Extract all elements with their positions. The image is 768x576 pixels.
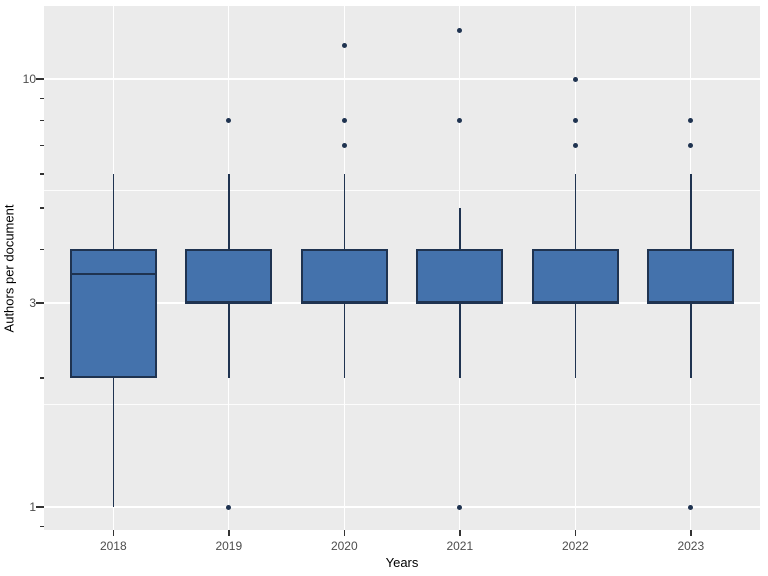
whisker-lower	[228, 302, 230, 379]
median-line	[647, 301, 735, 305]
box-iqr	[185, 249, 273, 303]
y-axis-tick-minor	[40, 377, 44, 379]
gridline-horizontal-major	[44, 506, 760, 508]
y-axis-tick-minor	[40, 144, 44, 146]
x-axis-tick-label: 2020	[330, 539, 358, 553]
whisker-upper	[343, 173, 346, 250]
y-axis-tick-major	[36, 78, 44, 80]
y-axis-tick-minor	[40, 248, 44, 250]
outlier-point	[572, 117, 578, 123]
outlier-point	[226, 117, 232, 123]
outlier-point	[688, 504, 694, 510]
whisker-lower	[343, 302, 346, 379]
box-iqr	[647, 249, 735, 303]
y-axis-tick-minor	[40, 207, 44, 209]
box-iqr	[300, 249, 388, 303]
outlier-point	[688, 117, 694, 123]
y-axis-tick-label: 1	[29, 500, 36, 514]
x-axis-tick-label: 2023	[677, 539, 705, 553]
y-axis-tick-major	[36, 301, 44, 304]
box-iqr	[416, 249, 504, 303]
y-axis-title: Authors per document	[1, 204, 17, 333]
median-line	[300, 301, 388, 305]
median-line	[416, 301, 504, 305]
whisker-lower	[690, 302, 692, 379]
x-axis-tick	[228, 530, 230, 536]
whisker-upper	[112, 173, 115, 250]
median-line	[69, 272, 157, 276]
outlier-point	[341, 42, 347, 48]
whisker-upper	[690, 173, 692, 250]
outlier-point	[226, 504, 232, 510]
whisker-upper	[228, 173, 230, 250]
x-axis-tick-label: 2021	[446, 539, 474, 553]
box-iqr	[69, 249, 157, 379]
median-line	[185, 301, 273, 305]
outlier-point	[688, 142, 694, 148]
x-axis-tick-label: 2022	[561, 539, 589, 553]
outlier-point	[341, 117, 347, 123]
outlier-point	[457, 27, 463, 33]
plot-panel	[44, 6, 760, 530]
gridline-horizontal-minor	[44, 404, 760, 406]
x-axis-tick	[343, 530, 346, 536]
box-iqr	[531, 249, 619, 303]
y-axis-tick-minor	[40, 119, 44, 122]
x-axis-tick-label: 2019	[215, 539, 243, 553]
y-axis-tick-major	[36, 506, 44, 508]
x-axis-tick-label: 2018	[99, 539, 127, 553]
outlier-point	[341, 142, 347, 148]
median-line	[531, 301, 619, 305]
outlier-point	[457, 504, 463, 510]
whisker-upper	[574, 173, 577, 250]
outlier-point	[572, 76, 578, 82]
y-axis-tick-minor	[40, 173, 44, 175]
whisker-lower	[574, 302, 577, 379]
x-axis-tick	[574, 530, 577, 536]
y-axis-tick-label: 3	[29, 295, 36, 310]
y-axis-tick-label: 10	[22, 72, 36, 86]
x-axis-tick	[690, 530, 692, 536]
outlier-point	[457, 117, 463, 123]
whisker-upper	[459, 207, 461, 250]
x-axis-tick	[459, 530, 461, 536]
x-axis-tick	[112, 530, 115, 536]
y-axis-tick-minor	[40, 525, 44, 528]
whisker-lower	[459, 302, 461, 379]
whisker-lower	[112, 378, 115, 507]
gridline-horizontal-minor	[44, 190, 760, 192]
x-axis-title: Years	[385, 555, 419, 570]
y-axis-tick-minor	[40, 97, 44, 100]
gridline-horizontal-major	[44, 78, 760, 80]
gridline-horizontal-major	[44, 301, 760, 304]
outlier-point	[572, 142, 578, 148]
